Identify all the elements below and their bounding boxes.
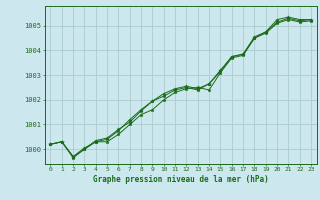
X-axis label: Graphe pression niveau de la mer (hPa): Graphe pression niveau de la mer (hPa) — [93, 175, 269, 184]
